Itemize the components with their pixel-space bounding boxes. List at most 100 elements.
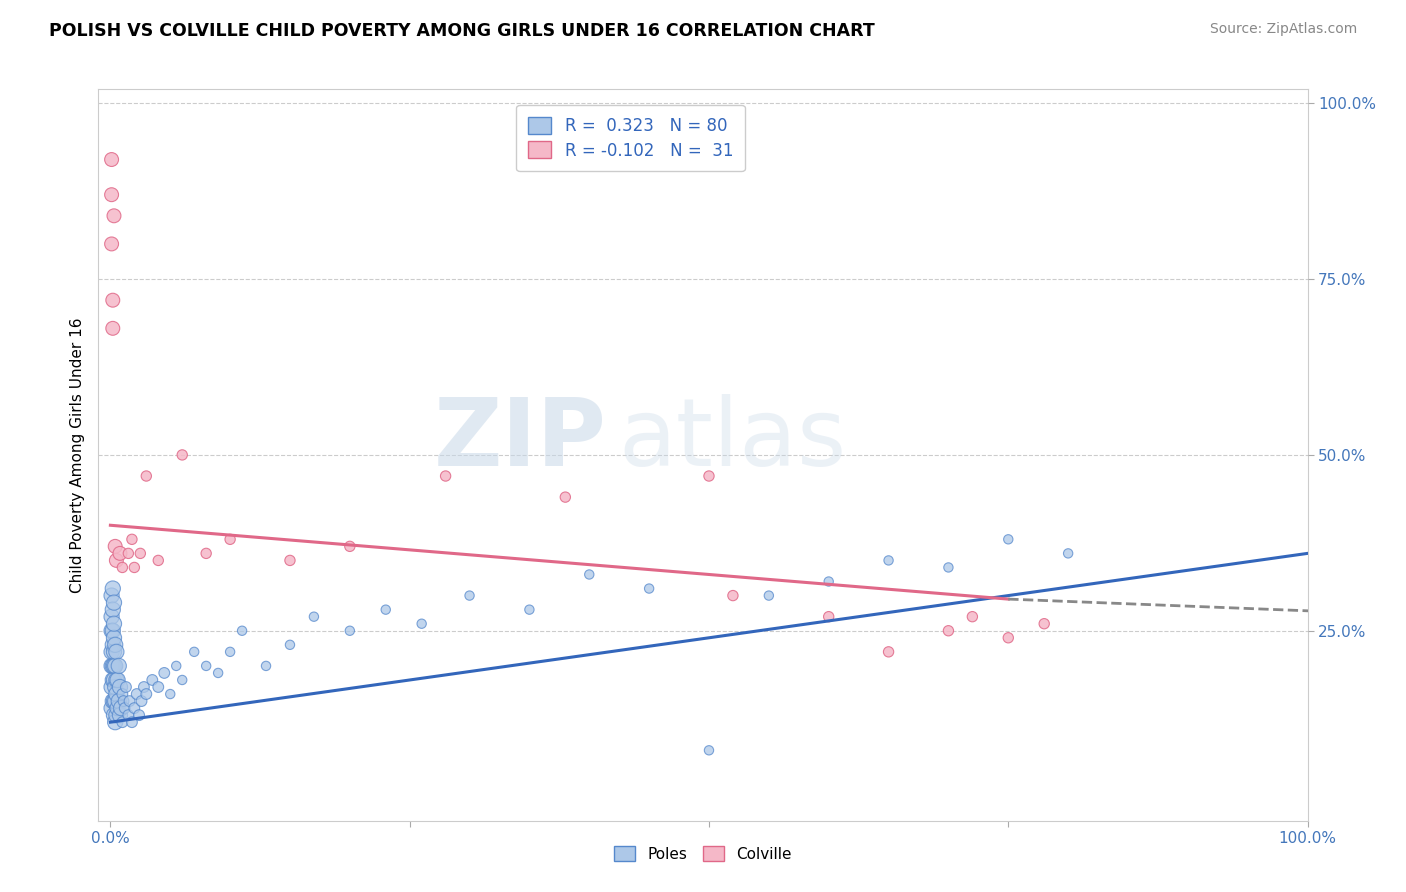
Point xyxy=(554,490,576,504)
Legend: Poles, Colville: Poles, Colville xyxy=(605,837,801,871)
Text: ZIP: ZIP xyxy=(433,394,606,486)
Text: Source: ZipAtlas.com: Source: ZipAtlas.com xyxy=(1209,22,1357,37)
Point xyxy=(125,687,148,701)
Text: POLISH VS COLVILLE CHILD POVERTY AMONG GIRLS UNDER 16 CORRELATION CHART: POLISH VS COLVILLE CHILD POVERTY AMONG G… xyxy=(49,22,875,40)
Point xyxy=(195,546,218,560)
Point xyxy=(278,553,301,567)
Point xyxy=(107,694,129,708)
Point xyxy=(411,616,433,631)
Point xyxy=(697,469,720,483)
Point xyxy=(115,680,138,694)
Point xyxy=(100,187,122,202)
Point xyxy=(103,659,125,673)
Point xyxy=(231,624,253,638)
Point xyxy=(103,596,125,610)
Point xyxy=(107,659,129,673)
Legend: R =  0.323   N = 80, R = -0.102   N =  31: R = 0.323 N = 80, R = -0.102 N = 31 xyxy=(516,105,745,171)
Point xyxy=(278,638,301,652)
Point xyxy=(100,680,122,694)
Point xyxy=(108,708,131,723)
Point xyxy=(100,645,122,659)
Point xyxy=(103,708,125,723)
Point xyxy=(132,680,155,694)
Point xyxy=(1033,616,1056,631)
Point xyxy=(107,701,129,715)
Point xyxy=(141,673,163,687)
Point xyxy=(938,624,960,638)
Point xyxy=(148,553,170,567)
Y-axis label: Child Poverty Among Girls Under 16: Child Poverty Among Girls Under 16 xyxy=(69,318,84,592)
Point xyxy=(135,469,157,483)
Point xyxy=(817,574,839,589)
Point xyxy=(108,680,131,694)
Point xyxy=(121,715,143,730)
Point xyxy=(339,624,361,638)
Point xyxy=(697,743,720,757)
Point xyxy=(100,701,122,715)
Point xyxy=(1057,546,1080,560)
Point xyxy=(131,694,153,708)
Point xyxy=(458,589,481,603)
Point xyxy=(877,645,900,659)
Point xyxy=(105,673,128,687)
Point xyxy=(997,631,1019,645)
Point xyxy=(111,560,134,574)
Point xyxy=(104,680,127,694)
Point xyxy=(103,694,125,708)
Point xyxy=(578,567,600,582)
Point xyxy=(103,616,125,631)
Point xyxy=(124,701,146,715)
Point xyxy=(111,715,134,730)
Point xyxy=(103,645,125,659)
Point xyxy=(101,321,124,335)
Point xyxy=(105,645,128,659)
Point xyxy=(111,687,134,701)
Point xyxy=(721,589,744,603)
Point xyxy=(104,659,127,673)
Point xyxy=(135,687,157,701)
Point xyxy=(938,560,960,574)
Point xyxy=(183,645,205,659)
Point xyxy=(101,638,124,652)
Point xyxy=(374,602,396,616)
Point xyxy=(104,638,127,652)
Point xyxy=(219,645,242,659)
Point xyxy=(148,680,170,694)
Point xyxy=(121,533,143,547)
Point xyxy=(339,539,361,553)
Point xyxy=(105,708,128,723)
Point xyxy=(100,236,122,251)
Point xyxy=(302,609,325,624)
Point xyxy=(219,533,242,547)
Point xyxy=(110,701,132,715)
Point xyxy=(172,673,194,687)
Point xyxy=(159,687,181,701)
Point xyxy=(114,701,136,715)
Point xyxy=(165,659,187,673)
Point xyxy=(129,546,152,560)
Point xyxy=(118,694,141,708)
Point xyxy=(434,469,457,483)
Point xyxy=(117,546,139,560)
Point xyxy=(105,553,128,567)
Point xyxy=(254,659,277,673)
Point xyxy=(100,624,122,638)
Point xyxy=(101,602,124,616)
Point xyxy=(105,687,128,701)
Point xyxy=(877,553,900,567)
Point xyxy=(124,560,146,574)
Point xyxy=(103,631,125,645)
Point xyxy=(101,659,124,673)
Point xyxy=(172,448,194,462)
Point xyxy=(758,589,780,603)
Point xyxy=(107,673,129,687)
Point xyxy=(104,715,127,730)
Point xyxy=(103,673,125,687)
Point xyxy=(101,293,124,308)
Point xyxy=(962,609,984,624)
Point xyxy=(101,673,124,687)
Point xyxy=(128,708,150,723)
Point xyxy=(817,609,839,624)
Point xyxy=(100,589,122,603)
Point xyxy=(103,209,125,223)
